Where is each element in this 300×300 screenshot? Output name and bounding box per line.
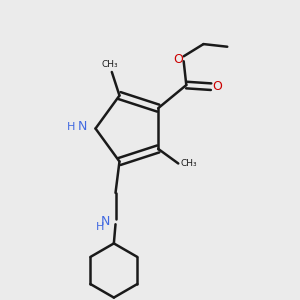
Text: CH₃: CH₃ — [181, 159, 197, 168]
Text: N: N — [78, 120, 87, 134]
Text: O: O — [212, 80, 222, 93]
Text: H: H — [67, 122, 76, 132]
Text: N: N — [101, 215, 111, 228]
Text: H: H — [96, 222, 104, 232]
Text: CH₃: CH₃ — [102, 60, 119, 69]
Text: O: O — [173, 53, 183, 66]
